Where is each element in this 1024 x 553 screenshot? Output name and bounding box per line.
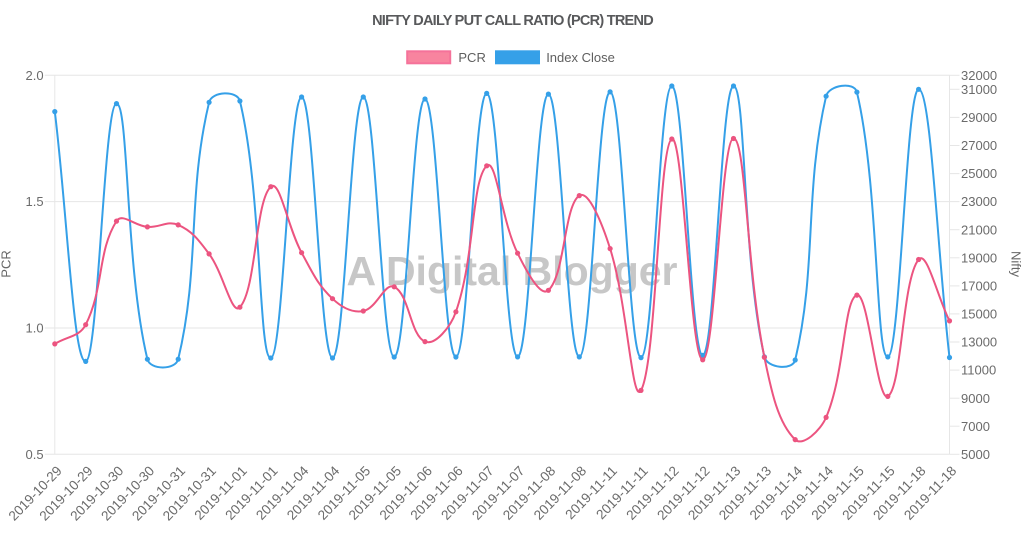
svg-text:19000: 19000: [961, 250, 997, 265]
svg-text:1.0: 1.0: [26, 321, 44, 336]
svg-text:25000: 25000: [961, 166, 997, 181]
svg-text:PCR: PCR: [0, 250, 14, 277]
svg-text:A Digital Blogger: A Digital Blogger: [346, 248, 677, 294]
svg-text:5000: 5000: [961, 447, 990, 462]
svg-text:0.5: 0.5: [26, 447, 44, 462]
svg-text:17000: 17000: [961, 279, 997, 294]
svg-text:Index Close: Index Close: [546, 50, 615, 65]
svg-text:PCR: PCR: [458, 50, 485, 65]
svg-text:1.5: 1.5: [26, 194, 44, 209]
svg-text:31000: 31000: [961, 82, 997, 97]
svg-text:Nifty: Nifty: [1009, 251, 1024, 278]
svg-text:27000: 27000: [961, 138, 997, 153]
svg-text:13000: 13000: [961, 335, 997, 350]
svg-text:2.0: 2.0: [26, 68, 44, 83]
svg-text:29000: 29000: [961, 110, 997, 125]
svg-text:23000: 23000: [961, 194, 997, 209]
svg-text:9000: 9000: [961, 391, 990, 406]
svg-text:21000: 21000: [961, 222, 997, 237]
svg-text:11000: 11000: [961, 363, 996, 378]
svg-text:15000: 15000: [961, 307, 997, 322]
svg-text:32000: 32000: [961, 68, 997, 83]
svg-text:NIFTY DAILY PUT CALL RATIO (PC: NIFTY DAILY PUT CALL RATIO (PCR) TREND: [372, 13, 653, 29]
svg-text:7000: 7000: [961, 419, 990, 434]
